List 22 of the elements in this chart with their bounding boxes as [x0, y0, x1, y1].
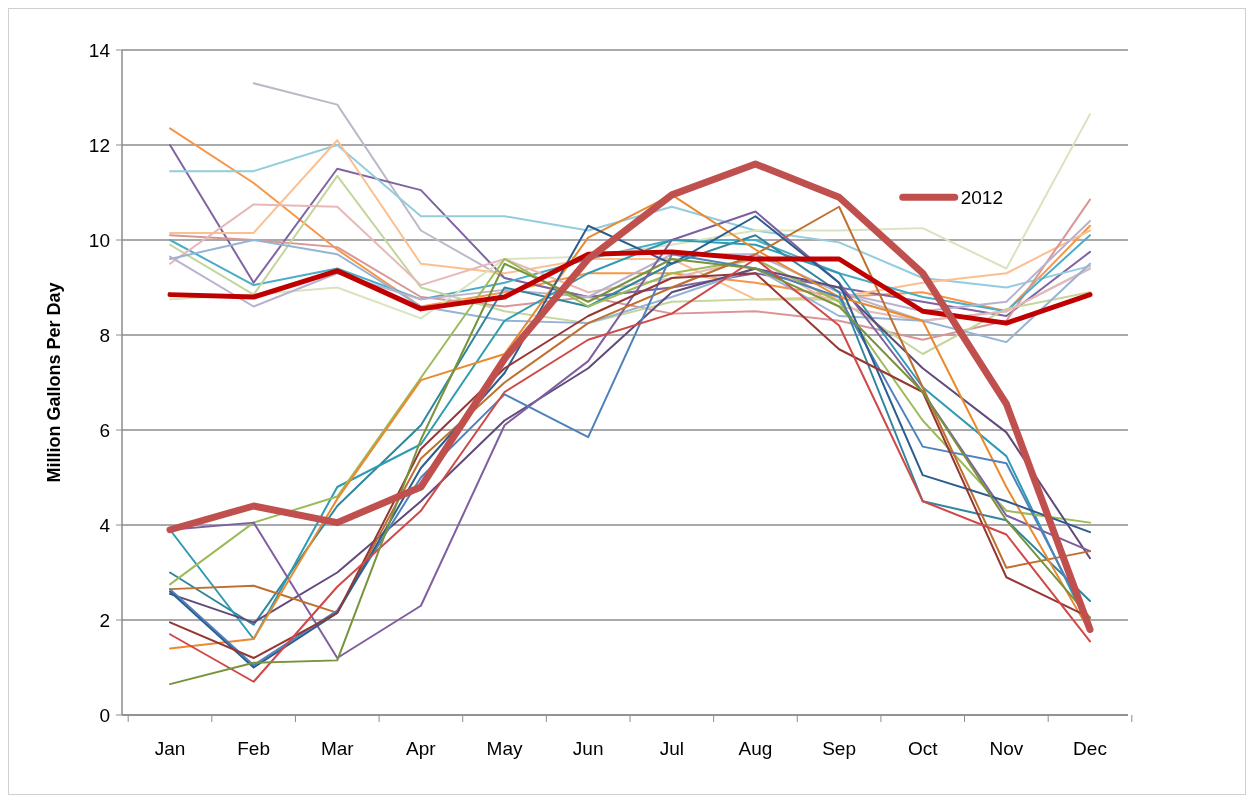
y-axis-title: Million Gallons Per Day [44, 282, 64, 483]
x-tick-label: Apr [406, 738, 437, 759]
x-tick-label: Nov [989, 738, 1024, 759]
legend-label: 2012 [960, 186, 1004, 208]
x-tick-label: Jun [572, 738, 604, 759]
y-tick-label: 12 [88, 134, 110, 156]
x-tick-label: Oct [907, 738, 939, 759]
x-tick-label: Sep [822, 738, 856, 759]
x-tick-label: Aug [738, 738, 773, 759]
y-tick-label: 14 [88, 39, 111, 61]
x-tick-label: Mar [320, 738, 355, 759]
x-tick-label: Jan [154, 738, 186, 759]
y-tick-label: 8 [99, 324, 110, 346]
x-tick-label: Dec [1073, 738, 1107, 759]
x-tick-label: May [486, 738, 523, 759]
x-tick-label: Feb [237, 738, 271, 759]
y-tick-label: 4 [99, 514, 111, 536]
x-tick-label: Jul [659, 738, 684, 759]
y-tick-label: 10 [88, 229, 110, 251]
y-tick-label: 6 [99, 419, 110, 441]
y-tick-label: 2 [99, 609, 110, 631]
y-tick-label: 0 [99, 704, 110, 726]
